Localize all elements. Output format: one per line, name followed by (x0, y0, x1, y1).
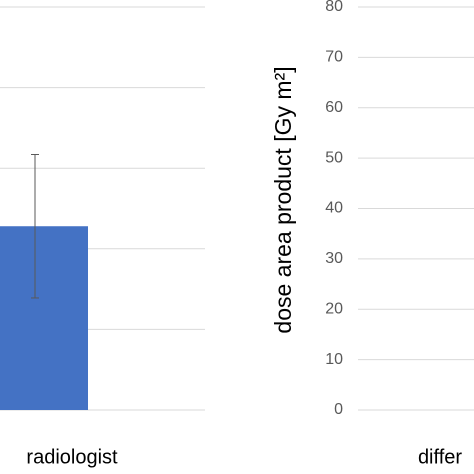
x-tick-label: differ (418, 446, 462, 468)
y-tick-label: 80 (325, 0, 343, 15)
y-tick-label: 20 (325, 300, 343, 317)
y-tick-label: 40 (325, 200, 343, 217)
y-tick-label: 50 (325, 149, 343, 166)
y-tick-label: 10 (325, 351, 343, 368)
y-tick-label: 0 (334, 401, 343, 418)
y-tick-label: 70 (325, 49, 343, 66)
x-tick-label: radiologist (26, 446, 118, 468)
y-axis-title: dose area product [Gy m²] (270, 66, 296, 333)
y-tick-label: 60 (325, 99, 343, 116)
y-tick-label: 30 (325, 250, 343, 267)
bar (0, 226, 88, 410)
